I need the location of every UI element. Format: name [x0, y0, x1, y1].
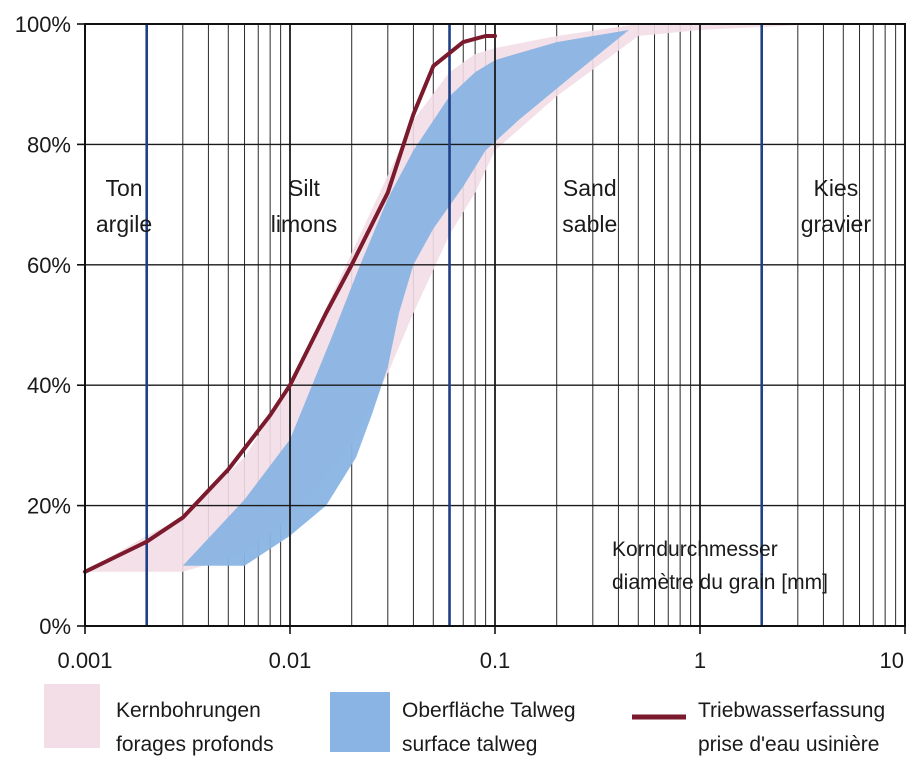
zone-label-0-line1: Ton — [105, 175, 142, 201]
y-tick-label: 60% — [27, 253, 71, 278]
axis-note-line2: diamètre du grain [mm] — [612, 571, 828, 594]
zone-label-1-line1: Silt — [288, 175, 321, 201]
legend-label-triebwasser-1: Triebwasserfassung — [698, 699, 885, 722]
y-tick-label: 20% — [27, 494, 71, 519]
x-tick-label: 0.1 — [480, 648, 511, 673]
legend-label-oberflaeche-2: surface talweg — [402, 733, 537, 756]
zone-label-3-line1: Kies — [813, 175, 858, 201]
y-tick-label: 100% — [15, 12, 71, 37]
band-layer — [85, 24, 824, 572]
zone-label-0-line2: argile — [96, 211, 152, 237]
legend-swatch-oberflaeche — [330, 692, 390, 752]
line-layer — [83, 34, 497, 574]
legend-label-oberflaeche-1: Oberfläche Talweg — [402, 699, 576, 722]
zone-label-2-line1: Sand — [563, 175, 617, 201]
legend-label-kernbohrungen-1: Kernbohrungen — [116, 699, 261, 722]
zone-label-1-line2: limons — [271, 211, 337, 237]
y-tick-label: 40% — [27, 373, 71, 398]
x-tick-label: 1 — [694, 648, 706, 673]
legend-label-triebwasser-2: prise d'eau usinière — [698, 733, 879, 756]
x-tick-label: 0.01 — [269, 648, 312, 673]
zone-label-3-line2: gravier — [801, 211, 872, 237]
axis-note-line1: Korndurchmesser — [612, 538, 778, 561]
x-tick-label: 0.001 — [57, 648, 112, 673]
y-tick-label: 0% — [39, 614, 71, 639]
x-axis-ticks: 0.001 0.01 0.1 1 10 — [57, 626, 906, 673]
major-gridlines — [84, 24, 906, 626]
legend-swatch-kernbohrungen — [44, 684, 100, 748]
zone-label-2-line2: sable — [562, 211, 617, 237]
y-tick-label: 80% — [27, 132, 71, 157]
legend: Kernbohrungen forages profonds Oberfläch… — [44, 684, 885, 756]
line-series-2 — [83, 34, 497, 574]
zone-labels: Ton argile Silt limons Sand sable Kies gravier — [96, 175, 871, 237]
x-tick-label: 10 — [880, 648, 904, 673]
legend-label-kernbohrungen-2: forages profonds — [116, 733, 274, 756]
band-series-1 — [182, 30, 629, 566]
band-series-0 — [85, 24, 824, 572]
y-axis-ticks: 0% 20% 40% 60% 80% 100% — [15, 12, 85, 639]
